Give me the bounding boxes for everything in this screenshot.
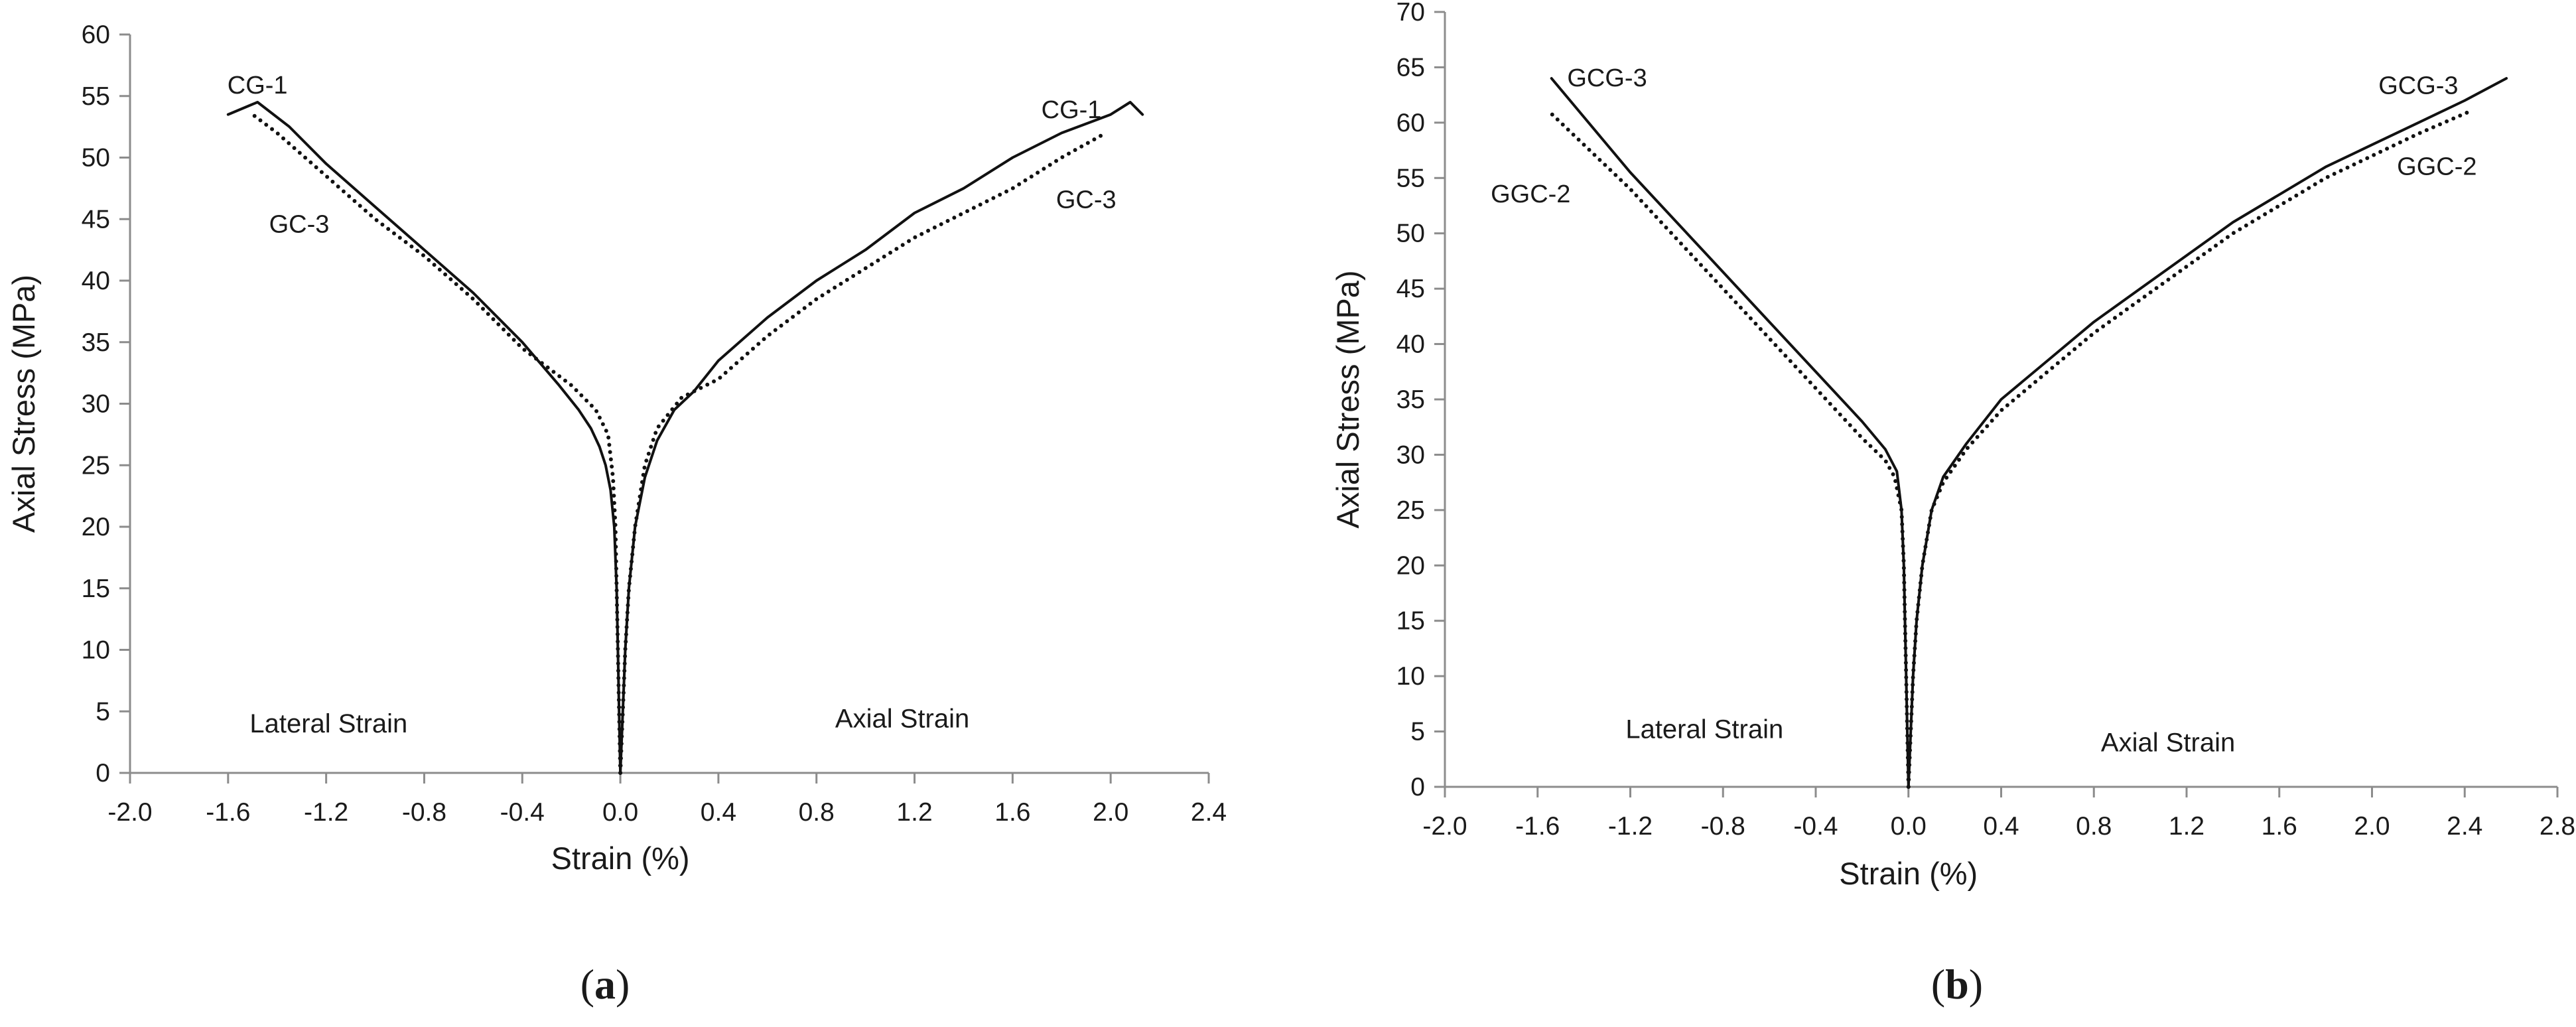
x-tick-label: -1.2 <box>1608 812 1653 841</box>
x-tick-label: -0.4 <box>500 798 545 827</box>
panel-label-b: (b) <box>1931 961 1983 1008</box>
series-ggc-2-axial-line <box>1906 109 2472 789</box>
x-tick-label: -1.2 <box>304 798 348 827</box>
x-tick-label: -1.6 <box>206 798 250 827</box>
y-axis-title: Axial Stress (MPa) <box>1330 270 1365 528</box>
panel-label-a-letter: a <box>594 961 616 1008</box>
x-tick-label: 0.4 <box>1983 812 2019 841</box>
annotation-gc-3: GC-3 <box>269 211 330 239</box>
y-tick-label: 25 <box>82 451 110 480</box>
annotation-cg-1: CG-1 <box>228 72 288 100</box>
y-tick-label: 15 <box>82 575 110 603</box>
annotation-ggc-2: GGC-2 <box>1491 180 1570 208</box>
y-tick-label: 60 <box>82 21 110 49</box>
panel-label-b-open: ( <box>1931 961 1945 1008</box>
panel-label-b-close: ) <box>1969 961 1983 1008</box>
series-gcg-3-axial-line <box>1907 77 2508 788</box>
x-tick-label: 1.2 <box>2169 812 2204 841</box>
x-tick-label: 1.6 <box>994 798 1030 827</box>
x-tick-label: -2.0 <box>1422 812 1467 841</box>
series-gc-3-axial-line <box>618 131 1108 775</box>
x-tick-label: -0.8 <box>402 798 446 827</box>
series-cg-1-lateral-line <box>226 101 622 774</box>
x-axis-title: Strain (%) <box>551 841 690 876</box>
y-tick-label: 35 <box>82 328 110 357</box>
annotation-ggc-2: GGC-2 <box>2397 153 2476 180</box>
y-tick-label: 60 <box>1396 109 1425 137</box>
chart-panel-a: 0 5 10 15 20 25 30 35 40 45 50 55 60 -2.0 -1.6 -1.2 -0.8… <box>6 21 1227 876</box>
x-tick-label: 1.2 <box>896 798 932 827</box>
panel-label-a-open: ( <box>580 961 594 1008</box>
x-tick-label: 2.4 <box>2447 812 2482 841</box>
y-tick-label: 25 <box>1396 496 1425 525</box>
annotation-cg-1: CG-1 <box>1042 96 1102 124</box>
y-tick-label: 30 <box>82 390 110 419</box>
y-tick-label: 0 <box>96 759 110 787</box>
y-tick-label: 40 <box>82 267 110 295</box>
x-tick-label: 0.8 <box>799 798 835 827</box>
series-gcg-3-lateral-line <box>1550 77 1910 788</box>
annotation-axial-strain: Axial Strain <box>835 704 969 733</box>
x-tick-label: 0.0 <box>602 798 638 827</box>
x-tick-label: 1.6 <box>2262 812 2297 841</box>
y-tick-label: 70 <box>1396 0 1425 27</box>
y-tick-label: 40 <box>1396 330 1425 359</box>
y-tick-label: 50 <box>1396 220 1425 248</box>
y-tick-label: 35 <box>1396 385 1425 414</box>
chart-panel-b: 0 5 10 15 20 25 30 35 40 45 50 55 60 65 70 -2.0 -1.6 -1.2… <box>1330 0 2575 891</box>
y-tick-label: 65 <box>1396 53 1425 82</box>
y-tick-label: 5 <box>1410 718 1425 746</box>
y-tick-label: 55 <box>82 82 110 111</box>
x-tick-label: 2.8 <box>2540 812 2575 841</box>
y-tick-label: 15 <box>1396 607 1425 636</box>
y-tick-label: 45 <box>1396 275 1425 303</box>
x-tick-label: 0.0 <box>1891 812 1927 841</box>
y-tick-label: 0 <box>1410 773 1425 801</box>
annotation-axial-strain: Axial Strain <box>2101 728 2235 758</box>
y-tick-label: 20 <box>1396 551 1425 580</box>
panel-label-a: (a) <box>580 961 630 1008</box>
x-tick-label: 2.4 <box>1191 798 1227 827</box>
x-tick-label: -0.8 <box>1701 812 1745 841</box>
y-tick-label: 20 <box>82 513 110 541</box>
x-tick-label: 0.8 <box>2076 812 2112 841</box>
annotation-lateral-strain: Lateral Strain <box>1625 715 1783 744</box>
x-tick-label: -1.6 <box>1515 812 1560 841</box>
y-tick-label: 45 <box>82 205 110 234</box>
panel-label-a-close: ) <box>616 961 630 1008</box>
annotation-lateral-strain: Lateral Strain <box>249 709 407 738</box>
y-axis-title: Axial Stress (MPa) <box>6 275 41 533</box>
x-axis-title: Strain (%) <box>1839 856 1978 891</box>
series-gc-3-lateral-line <box>250 112 623 775</box>
x-tick-label: -2.0 <box>107 798 152 827</box>
y-tick-label: 55 <box>1396 164 1425 192</box>
annotation-gc-3: GC-3 <box>1056 186 1117 214</box>
y-tick-label: 30 <box>1396 441 1425 469</box>
x-tick-label: -0.4 <box>1793 812 1838 841</box>
annotation-gcg-3: GCG-3 <box>1567 64 1647 92</box>
y-tick-label: 50 <box>82 144 110 172</box>
x-tick-label: 2.0 <box>2354 812 2390 841</box>
x-tick-label: 2.0 <box>1093 798 1128 827</box>
y-tick-label: 10 <box>82 636 110 665</box>
x-tick-label: 0.4 <box>701 798 736 827</box>
series-ggc-2-lateral-line <box>1547 109 1911 789</box>
y-tick-label: 5 <box>96 697 110 726</box>
y-tick-label: 10 <box>1396 662 1425 691</box>
annotation-gcg-3: GCG-3 <box>2378 72 2458 100</box>
panel-label-b-letter: b <box>1945 961 1969 1008</box>
